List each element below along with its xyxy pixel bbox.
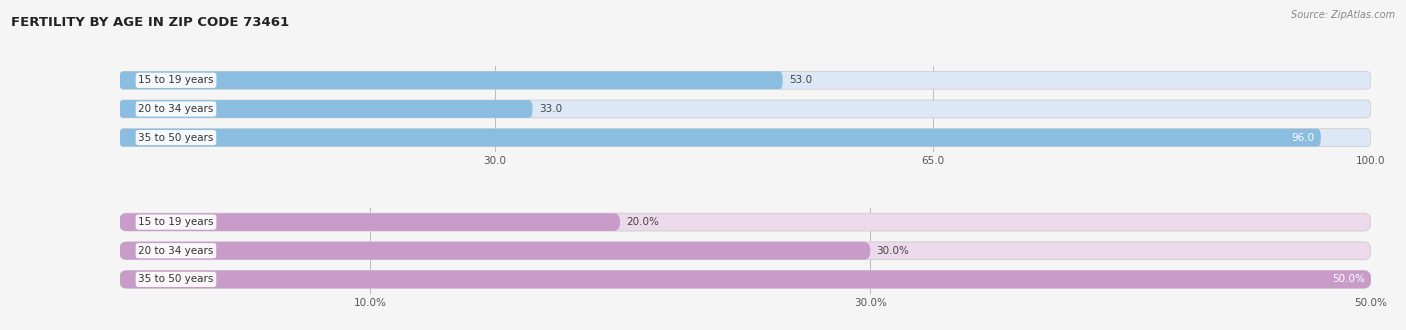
FancyBboxPatch shape xyxy=(120,213,1371,231)
FancyBboxPatch shape xyxy=(120,100,1371,118)
Text: 20.0%: 20.0% xyxy=(626,217,659,227)
FancyBboxPatch shape xyxy=(120,71,1371,89)
Text: 33.0: 33.0 xyxy=(538,104,562,114)
FancyBboxPatch shape xyxy=(120,100,533,118)
Text: 15 to 19 years: 15 to 19 years xyxy=(138,75,214,85)
Text: 96.0: 96.0 xyxy=(1292,133,1315,143)
Text: FERTILITY BY AGE IN ZIP CODE 73461: FERTILITY BY AGE IN ZIP CODE 73461 xyxy=(11,16,290,29)
Text: 30.0%: 30.0% xyxy=(876,246,910,256)
FancyBboxPatch shape xyxy=(120,129,1371,147)
Text: 20 to 34 years: 20 to 34 years xyxy=(138,246,214,256)
FancyBboxPatch shape xyxy=(120,271,1371,288)
FancyBboxPatch shape xyxy=(120,213,620,231)
FancyBboxPatch shape xyxy=(120,271,1371,288)
Text: 35 to 50 years: 35 to 50 years xyxy=(138,133,214,143)
Text: 50.0%: 50.0% xyxy=(1331,274,1365,284)
FancyBboxPatch shape xyxy=(120,242,1371,260)
FancyBboxPatch shape xyxy=(120,71,783,89)
Text: 53.0: 53.0 xyxy=(789,75,813,85)
Text: Source: ZipAtlas.com: Source: ZipAtlas.com xyxy=(1291,10,1395,20)
FancyBboxPatch shape xyxy=(120,242,870,260)
Text: 15 to 19 years: 15 to 19 years xyxy=(138,217,214,227)
Text: 35 to 50 years: 35 to 50 years xyxy=(138,274,214,284)
FancyBboxPatch shape xyxy=(120,129,1320,147)
Text: 20 to 34 years: 20 to 34 years xyxy=(138,104,214,114)
